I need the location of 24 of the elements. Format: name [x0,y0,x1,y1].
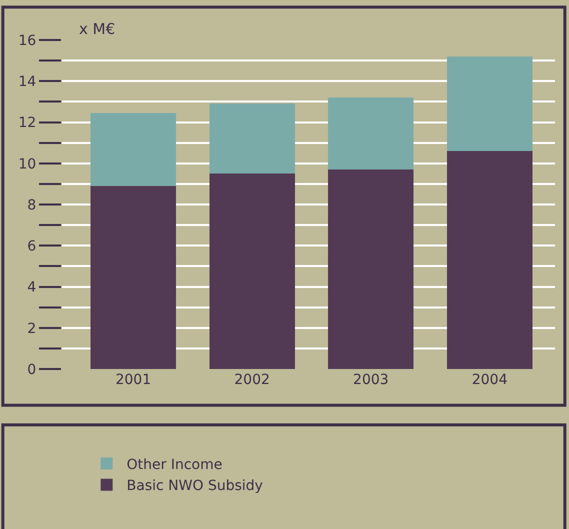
bar [328,98,414,170]
x-tick-label: 2001 [115,372,152,388]
y-tick-label: 4 [27,280,36,296]
legend-label: Basic NWO Subsidy [126,478,263,494]
y-tick-label: 2 [27,320,36,337]
bar [90,113,176,186]
y-tick-label: 6 [27,238,36,255]
bar [90,186,176,369]
y-tick-label: 16 [18,32,36,49]
y-tick-label: 0 [27,362,36,378]
y-tick-label: 14 [18,74,36,90]
bar [328,170,414,369]
y-tick-label: 8 [27,197,36,214]
legend-label: Other Income [126,457,222,474]
y-tick-label: 12 [18,115,36,132]
x-tick-label: 2004 [472,372,508,388]
bar [209,174,295,369]
bar [446,56,532,152]
x-tick-label: 2003 [353,372,389,388]
bar [209,104,295,174]
y-tick-label: 10 [18,156,36,172]
x-tick-label: 2002 [234,372,270,388]
bar [446,151,532,369]
y-axis-title: x M€ [79,20,116,38]
